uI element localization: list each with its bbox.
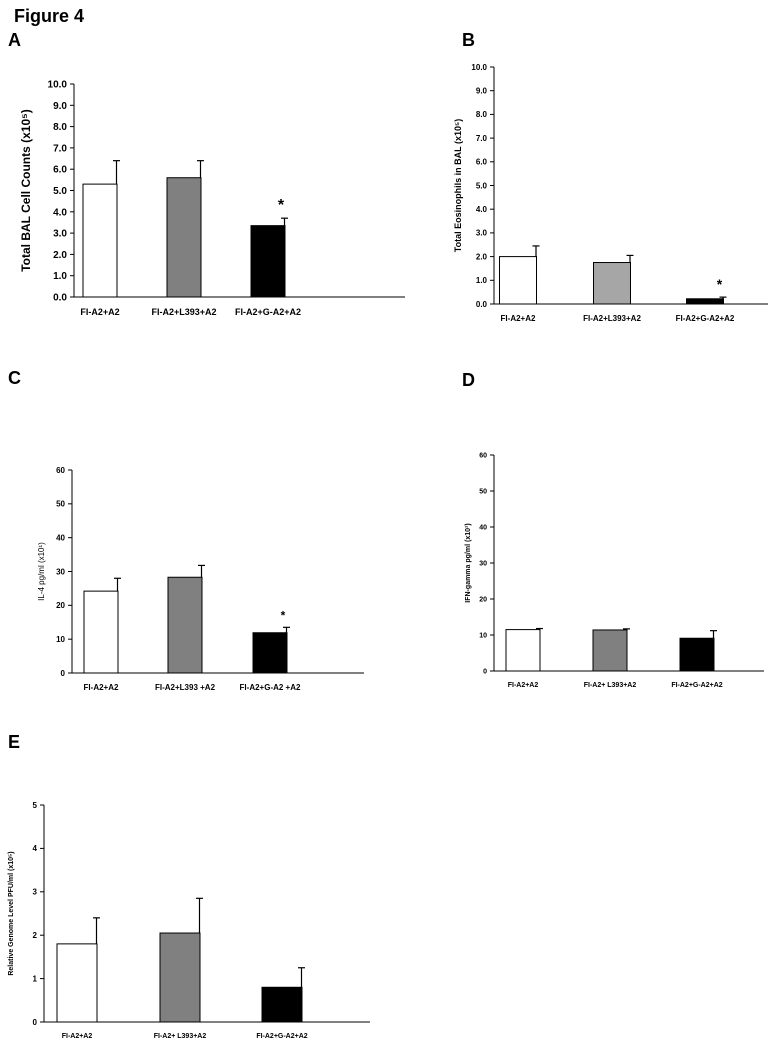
- y-tick-label-a: 10.0: [48, 80, 68, 91]
- y-axis-label-c: IL-4 pg/ml (x10¹): [37, 542, 46, 601]
- y-tick-label-e: 2: [33, 931, 38, 940]
- x-tick-label-d: FI-A2+ L393+A2: [584, 682, 637, 689]
- y-axis-label-b: Total Eosinophils in BAL (x10⁵): [453, 119, 463, 252]
- bar-d: [505, 629, 541, 672]
- x-tick-label-a: FI-A2+G-A2+A2: [235, 307, 301, 317]
- bar-e: [56, 943, 98, 1023]
- bar-c: [167, 576, 203, 674]
- x-tick-label-d: FI-A2+G-A2+A2: [671, 682, 722, 689]
- bar-e: [159, 932, 201, 1023]
- y-tick-label-c: 20: [56, 601, 65, 610]
- y-tick-label-e: 3: [33, 888, 38, 897]
- y-tick-label-a: 4.0: [53, 207, 67, 218]
- bar-e: [261, 986, 303, 1023]
- y-axis-label-e: Relative Genome Level PFU/ml (x10⁵): [8, 851, 15, 975]
- y-tick-label-b: 0.0: [476, 300, 488, 309]
- x-tick-label-c: FI-A2+G-A2 +A2: [240, 683, 301, 692]
- y-tick-label-e: 1: [33, 974, 38, 983]
- y-tick-label-b: 6.0: [476, 158, 488, 167]
- bar-c: [252, 632, 288, 674]
- x-tick-label-b: FI-A2+G-A2+A2: [676, 314, 735, 323]
- panel-label-a: A: [8, 30, 21, 50]
- bar-d: [592, 629, 628, 672]
- y-tick-label-e: 0: [33, 1018, 38, 1027]
- y-tick-label-b: 2.0: [476, 252, 488, 261]
- y-tick-label-e: 5: [33, 801, 38, 810]
- panel-label-c: C: [8, 368, 21, 388]
- y-tick-label-b: 5.0: [476, 181, 488, 190]
- y-tick-label-d: 40: [479, 524, 487, 531]
- y-tick-label-b: 8.0: [476, 110, 488, 119]
- x-tick-label-a: FI-A2+A2: [80, 307, 119, 317]
- x-tick-label-e: FI-A2+ L393+A2: [154, 1033, 207, 1040]
- y-tick-label-a: 5.0: [53, 186, 67, 197]
- bar-b: [593, 262, 631, 305]
- significance-marker-b: *: [717, 276, 723, 292]
- y-tick-label-a: 8.0: [53, 122, 67, 133]
- x-tick-label-e: FI-A2+G-A2+A2: [256, 1033, 307, 1040]
- y-tick-label-d: 30: [479, 560, 487, 567]
- y-tick-label-b: 10.0: [471, 63, 487, 72]
- bar-a: [166, 177, 202, 298]
- x-tick-label-d: FI-A2+A2: [508, 682, 539, 689]
- significance-marker-c: *: [281, 608, 286, 622]
- y-tick-label-c: 50: [56, 500, 65, 509]
- figure-title: Figure 4: [14, 6, 85, 26]
- y-axis-label-d: IFN-gamma pg/ml (x10¹): [465, 523, 472, 602]
- x-tick-label-b: FI-A2+A2: [501, 314, 536, 323]
- y-tick-label-b: 1.0: [476, 276, 488, 285]
- y-tick-label-a: 1.0: [53, 271, 67, 282]
- y-tick-label-c: 60: [56, 466, 65, 475]
- panel-label-e: E: [8, 732, 21, 752]
- bar-b: [686, 298, 724, 305]
- y-tick-label-b: 3.0: [476, 229, 488, 238]
- y-tick-label-d: 0: [483, 668, 487, 675]
- bar-a: [250, 225, 286, 298]
- x-tick-label-c: FI-A2+A2: [84, 683, 119, 692]
- y-tick-label-a: 9.0: [53, 101, 67, 112]
- x-tick-label-c: FI-A2+L393 +A2: [155, 683, 216, 692]
- y-tick-label-a: 3.0: [53, 229, 67, 240]
- y-tick-label-a: 0.0: [53, 293, 67, 304]
- y-tick-label-a: 2.0: [53, 250, 67, 261]
- y-tick-label-c: 10: [56, 635, 65, 644]
- bar-a: [82, 183, 118, 298]
- y-tick-label-d: 50: [479, 488, 487, 495]
- y-tick-label-a: 7.0: [53, 143, 67, 154]
- x-tick-label-b: FI-A2+L393+A2: [583, 314, 641, 323]
- y-tick-label-b: 9.0: [476, 87, 488, 96]
- y-tick-label-c: 0: [61, 669, 66, 678]
- panel-label-b: B: [462, 30, 475, 50]
- y-tick-label-a: 6.0: [53, 165, 67, 176]
- bar-c: [83, 590, 119, 674]
- significance-marker-a: *: [278, 197, 285, 214]
- x-tick-label-a: FI-A2+L393+A2: [151, 307, 216, 317]
- bar-b: [499, 256, 537, 305]
- panel-label-d: D: [462, 370, 475, 390]
- y-tick-label-c: 30: [56, 567, 65, 576]
- bar-d: [679, 637, 715, 672]
- y-tick-label-d: 20: [479, 596, 487, 603]
- y-axis-label-a: Total BAL Cell Counts (x10⁵): [19, 109, 33, 272]
- x-tick-label-e: FI-A2+A2: [62, 1033, 93, 1040]
- y-tick-label-b: 4.0: [476, 205, 488, 214]
- y-tick-label-b: 7.0: [476, 134, 488, 143]
- y-tick-label-d: 60: [479, 452, 487, 459]
- y-tick-label-e: 4: [33, 844, 38, 853]
- y-tick-label-d: 10: [479, 632, 487, 639]
- y-tick-label-c: 40: [56, 533, 65, 542]
